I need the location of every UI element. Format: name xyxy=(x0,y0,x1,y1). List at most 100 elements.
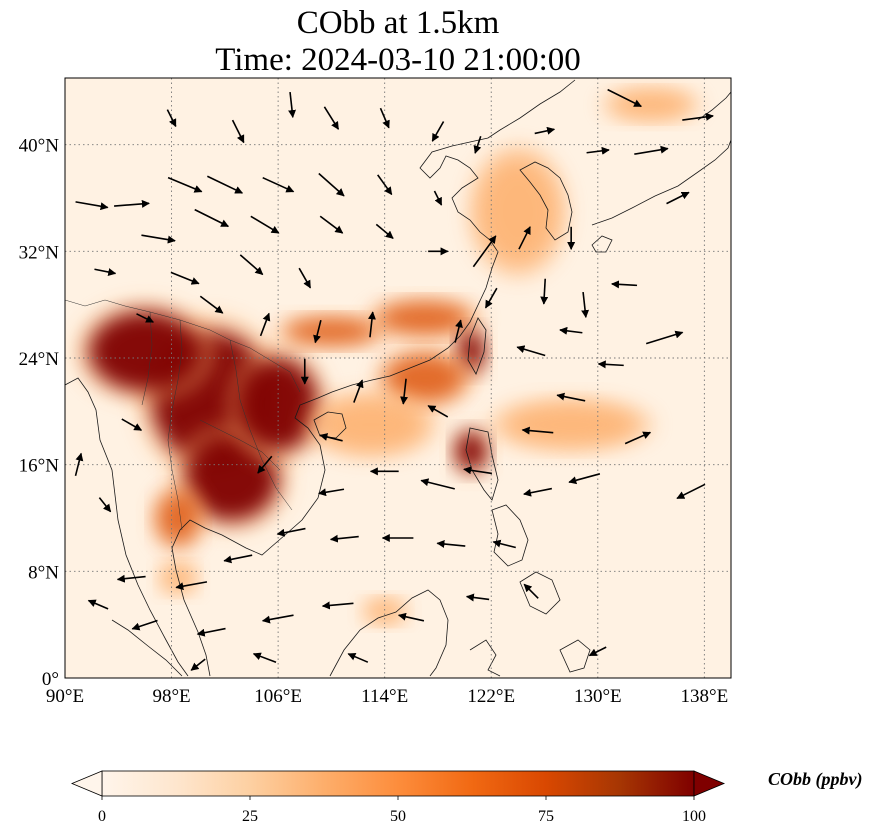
wind-arrow-19 xyxy=(323,106,340,130)
wind-arrow-63 xyxy=(261,614,294,624)
coastline-borneo xyxy=(329,589,449,677)
coastline-sumatra xyxy=(111,619,183,677)
wind-arrow-4 xyxy=(262,176,295,193)
wind-arrow-5 xyxy=(318,172,345,197)
wind-arrow-23 xyxy=(433,190,443,206)
lon-label-106: 106°E xyxy=(254,686,302,707)
wind-arrow-36 xyxy=(611,280,638,289)
wind-arrow-64 xyxy=(321,601,354,610)
title-line1: CObb at 1.5km xyxy=(296,5,500,41)
wind-arrow-59 xyxy=(116,574,146,583)
wind-arrow-57 xyxy=(223,554,253,564)
wind-arrow-83 xyxy=(484,287,498,309)
wind-arrow-78 xyxy=(367,311,376,338)
wind-arrow-86 xyxy=(257,455,273,474)
wind-arrow-85 xyxy=(319,433,343,442)
plume-3 xyxy=(238,358,319,452)
colorbar-tick-25: 25 xyxy=(242,808,258,825)
plume-1 xyxy=(88,311,201,392)
cobb-field xyxy=(74,88,702,625)
colorbar-label: CObb (ppbv) xyxy=(768,769,863,789)
plume-2 xyxy=(184,435,279,521)
wind-arrow-80 xyxy=(259,312,271,337)
wind-arrow-38 xyxy=(597,360,624,369)
plume-5 xyxy=(284,318,379,345)
wind-arrow-35 xyxy=(666,191,690,205)
lat-label-16: 16°N xyxy=(19,456,60,477)
wind-arrow-0 xyxy=(75,201,109,211)
wind-arrow-42 xyxy=(521,426,554,435)
wind-arrow-29 xyxy=(581,291,590,319)
title-line2: Time: 2024-03-10 21:00:00 xyxy=(215,42,581,78)
wind-arrow-65 xyxy=(397,612,425,622)
wind-arrow-68 xyxy=(347,652,369,663)
wind-arrow-48 xyxy=(420,478,455,490)
plume-12 xyxy=(366,600,404,622)
wind-arrow-79 xyxy=(313,319,322,344)
wind-arrow-71 xyxy=(98,497,112,513)
lon-label-122: 122°E xyxy=(467,686,515,707)
wind-arrow-32 xyxy=(634,145,669,155)
wind-arrow-6 xyxy=(377,174,393,196)
wind-arrow-62 xyxy=(196,627,226,637)
wind-arrow-81 xyxy=(199,295,224,314)
plume-9 xyxy=(455,431,488,472)
wind-arrow-72 xyxy=(74,452,84,477)
colorbar-extend-high xyxy=(693,770,726,797)
colorbar-extend-low xyxy=(70,770,103,797)
colorbar-tick-0: 0 xyxy=(98,808,106,825)
coastline-korea xyxy=(519,161,573,241)
wind-arrow-82 xyxy=(136,313,155,323)
wind-arrow-33 xyxy=(682,112,714,121)
colorbar-tick-75: 75 xyxy=(538,808,554,825)
lon-label-98: 98°E xyxy=(152,686,190,707)
wind-arrow-2 xyxy=(167,176,203,193)
wind-arrow-40 xyxy=(516,345,546,357)
wind-arrow-46 xyxy=(523,487,553,497)
coastline-luzon xyxy=(465,427,499,501)
coastline-japan xyxy=(591,91,731,253)
lat-label-40: 40°N xyxy=(19,136,60,157)
lon-label-114: 114°E xyxy=(361,686,408,707)
wind-arrow-14 xyxy=(94,268,117,276)
colorbar-ticks: 0 25 50 75 100 xyxy=(98,796,706,825)
wind-arrow-76 xyxy=(400,378,409,405)
wind-arrow-8 xyxy=(194,208,230,228)
plume-15 xyxy=(504,403,638,446)
wind-arrow-13 xyxy=(239,254,264,276)
wind-arrow-43 xyxy=(624,431,652,445)
lon-label-130: 130°E xyxy=(574,686,622,707)
colorbar-tick-50: 50 xyxy=(390,808,406,825)
wind-arrow-45 xyxy=(568,473,601,485)
wind-arrow-11 xyxy=(375,223,394,239)
wind-arrow-77 xyxy=(427,405,449,418)
longitude-labels: 90°E 98°E 106°E 114°E 122°E 130°E 138°E xyxy=(46,686,728,707)
wind-arrow-7 xyxy=(141,234,176,244)
map-frame xyxy=(64,77,732,679)
lon-label-90: 90°E xyxy=(46,686,84,707)
plume-6 xyxy=(378,302,472,334)
wind-arrow-67 xyxy=(252,652,277,663)
wind-arrow-16 xyxy=(166,109,177,128)
wind-arrow-1 xyxy=(114,199,150,208)
lat-label-32: 32°N xyxy=(19,242,60,263)
wind-arrow-51 xyxy=(276,527,306,537)
coastline-mainland xyxy=(65,79,576,677)
wind-arrow-20 xyxy=(379,107,390,129)
wind-arrow-37 xyxy=(645,330,684,345)
wind-arrow-9 xyxy=(250,215,280,234)
wind-arrow-60 xyxy=(87,599,109,610)
coastline-sulawesi xyxy=(469,639,591,677)
plume-10 xyxy=(318,398,425,452)
wind-arrow-30 xyxy=(534,126,556,135)
colorbar: 0 25 50 75 100 xyxy=(70,770,726,825)
wind-arrow-84 xyxy=(454,319,463,343)
plume-13 xyxy=(477,158,558,265)
coastline-taiwan xyxy=(467,317,487,375)
wind-arrow-56 xyxy=(523,583,539,599)
lat-label-8: 8°N xyxy=(28,562,59,583)
wind-arrow-70 xyxy=(190,658,206,671)
wind-arrow-12 xyxy=(170,271,200,285)
wind-arrow-66 xyxy=(465,593,490,602)
lat-label-0: 0° xyxy=(42,669,59,690)
